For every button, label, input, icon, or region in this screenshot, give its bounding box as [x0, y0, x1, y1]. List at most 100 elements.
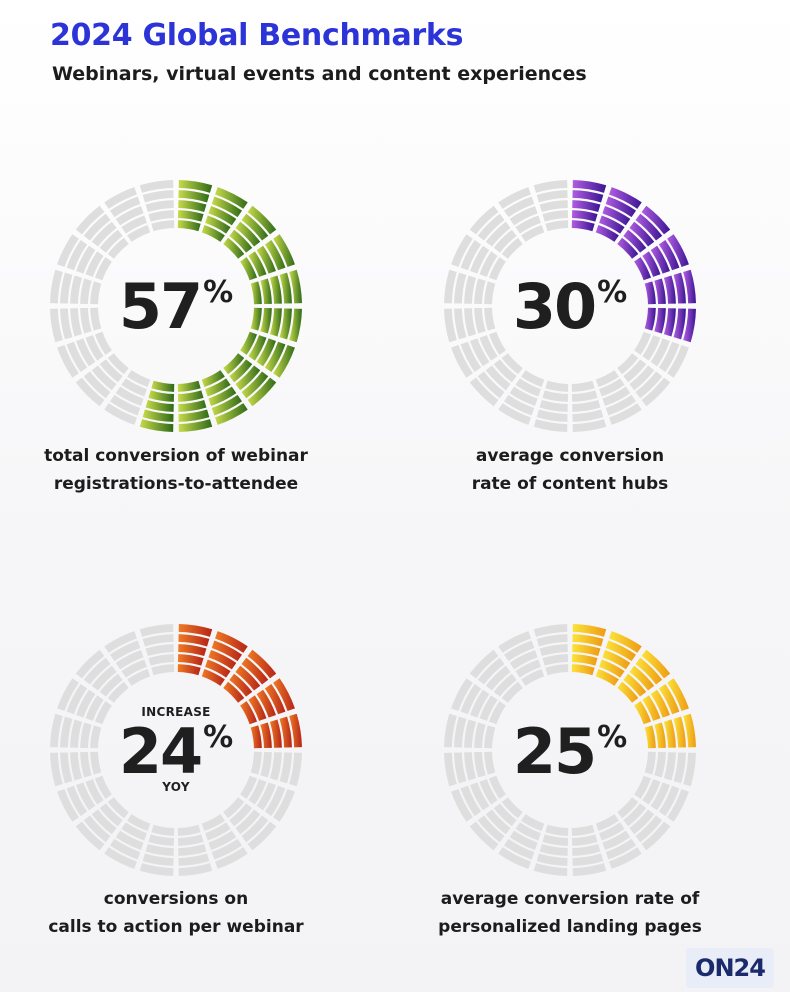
gauge-segment-empty [127, 370, 151, 388]
gauge-segment-empty [264, 785, 286, 817]
gauge-segment-empty [521, 814, 545, 832]
gauge-segment-empty [572, 843, 601, 856]
gauge-segment-filled [240, 701, 258, 725]
gauge-segment-filled [211, 640, 243, 662]
gauge-segment-empty [493, 229, 517, 253]
gauge-segment-empty [470, 689, 490, 718]
gauge-segment-empty [80, 278, 92, 304]
gauge-segment-empty [145, 644, 174, 657]
gauge-segment-filled [229, 229, 253, 253]
gauge-segment-filled [235, 365, 261, 391]
gauge-segment-empty [215, 847, 248, 869]
gauge-segment-filled [247, 377, 277, 407]
gauge-segment-empty [60, 308, 73, 340]
gauge-segment-empty [451, 345, 473, 378]
gauge-segment-filled [623, 673, 647, 697]
gauge-segment-empty [90, 281, 102, 305]
gauge-segment-filled [248, 695, 267, 721]
gauge-segment-empty [85, 779, 104, 805]
gauge-segment-empty [99, 673, 123, 697]
gauge-segment-filled [248, 251, 267, 277]
gauge-ring [444, 624, 696, 876]
gauge-segment-empty [460, 785, 482, 817]
gauge-segment-empty [498, 403, 531, 425]
gauge-segment-empty [60, 272, 73, 304]
gauge-segment-empty [109, 394, 141, 416]
gauge-segment-empty [454, 752, 467, 784]
gauge-segment-filled [142, 409, 174, 422]
gauge-segment-filled [641, 205, 671, 235]
gauge-segment-empty [70, 275, 83, 304]
gauge-segment-filled [595, 668, 619, 686]
gauge-segment-empty [50, 269, 63, 304]
gauge-segment-empty [488, 257, 506, 281]
gauge-segment-filled [279, 308, 292, 340]
gauge-segment-empty [515, 659, 541, 678]
gauge-segment-filled [602, 206, 631, 226]
gauge-segment-empty [115, 206, 144, 226]
gauge-segment-filled [673, 272, 686, 304]
gauge-segment-empty [477, 657, 505, 685]
gauge-segment-empty [477, 213, 505, 241]
gauge-segment-filled [602, 650, 631, 670]
gauge-segment-filled [595, 224, 619, 242]
gauge-segment-filled [279, 716, 292, 748]
gauge-segment-filled [223, 353, 245, 375]
gauge-segment-empty [151, 824, 175, 836]
gauge-segment-empty [66, 341, 88, 373]
gauge-segment-empty [509, 830, 538, 850]
gauge-segment-empty [148, 834, 174, 846]
gauge-segment-filled [211, 394, 243, 416]
gauge-segment-empty [683, 752, 696, 787]
gauge-segment-empty [50, 713, 63, 748]
gauge-segment-empty [515, 215, 541, 234]
gauge-segment-empty [454, 716, 467, 748]
gauge-segment-empty [75, 821, 105, 851]
gauge-segment-filled [644, 281, 656, 305]
gauge-segment-empty [605, 838, 637, 860]
gauge-segment-empty [617, 353, 639, 375]
gauge-segment-empty [60, 716, 73, 748]
gauge-segment-empty [545, 220, 569, 232]
gauge-segment-empty [493, 803, 517, 827]
gauge-segment-filled [644, 725, 656, 749]
gauge-segment-empty [99, 803, 123, 827]
gauge-segment-filled [205, 215, 231, 234]
gauge-segment-empty [279, 752, 292, 784]
gauge-segment-empty [545, 664, 569, 676]
gauge-segment-filled [178, 210, 204, 222]
gauge-segment-filled [609, 631, 642, 653]
caption-line: average conversion rate of [440, 889, 700, 909]
gauge-segment-filled [683, 713, 696, 748]
gauge-segment-empty [650, 782, 670, 811]
gauge-segment-empty [145, 843, 174, 856]
gauge-segment-filled [264, 683, 286, 715]
gauge-segment-filled [605, 196, 637, 218]
gauge-segment-empty [451, 678, 473, 711]
gauge-value: 57% [26, 276, 326, 338]
gauge-segment-empty [148, 654, 174, 666]
gauge-value: 25% [420, 721, 720, 783]
gauge-segment-empty [201, 814, 225, 832]
caption-line: calls to action per webinar [48, 917, 304, 937]
gauge-segment-empty [80, 722, 92, 748]
gauge-segment-empty [269, 752, 282, 781]
gauge-segment-empty [109, 640, 141, 662]
gauge-segment-empty [76, 338, 96, 367]
gauge-segment-filled [279, 272, 292, 304]
gauge-segment-empty [115, 830, 144, 850]
gauge-segment-empty [109, 196, 141, 218]
gauge-segment-empty [142, 190, 174, 203]
gauge-segment-empty [542, 390, 568, 402]
gauge-segment-empty [50, 308, 63, 343]
gauge-segment-filled [642, 251, 661, 277]
gauge-segment-empty [470, 245, 490, 274]
gauge-segment-empty [536, 190, 568, 203]
gauge-segment-filled [617, 237, 639, 259]
gauge-segment-empty [477, 371, 505, 399]
gauge-content-hubs: 30% [420, 176, 720, 436]
gauge-segment-empty [90, 751, 102, 775]
gauge-segment-empty [605, 394, 637, 416]
gauge-segment-filled [572, 190, 604, 203]
gauge-segment-empty [66, 683, 88, 715]
